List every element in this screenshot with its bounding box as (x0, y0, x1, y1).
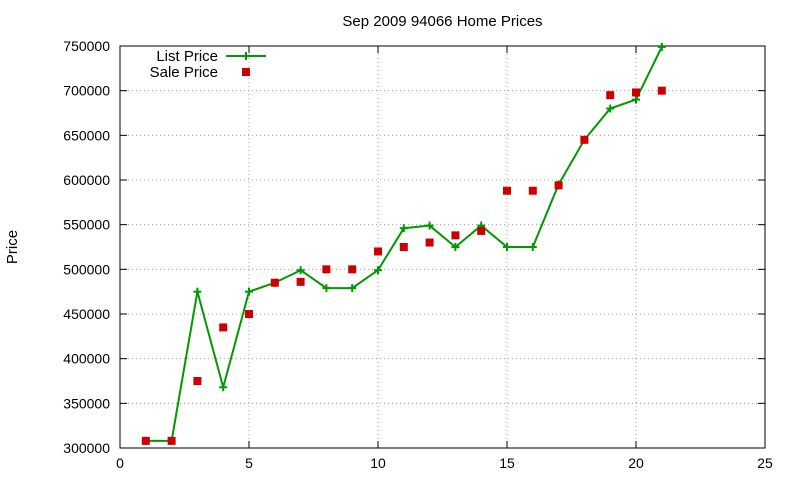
series-layer (141, 42, 666, 445)
y-tick-label: 300000 (63, 440, 110, 456)
x-tick-label: 15 (499, 455, 515, 471)
y-tick-label: 700000 (63, 83, 110, 99)
sale-price-point (554, 181, 563, 190)
sale-price-point (296, 277, 305, 286)
sale-price-point (141, 436, 150, 445)
axis-ticks: 0 5 10 15 20 25 300000 350000 400000 450000 500000… (63, 38, 773, 471)
sale-price-point (528, 186, 537, 195)
list-price-point (348, 284, 357, 293)
sale-price-point (477, 226, 486, 235)
sale-price-point (451, 231, 460, 240)
list-price-point (296, 266, 305, 275)
sale-price-point (245, 310, 253, 318)
sale-price-point (270, 278, 279, 287)
sale-price-point (632, 88, 640, 97)
y-tick-label: 500000 (63, 261, 110, 277)
sale-price-point (167, 436, 176, 445)
list-price-point (657, 42, 666, 51)
list-price-point (193, 287, 202, 296)
list-price-point (219, 383, 228, 392)
y-axis-label: Price (4, 230, 21, 264)
list-price-point (632, 95, 640, 104)
list-price-point (322, 284, 331, 293)
x-tick-label: 0 (116, 455, 124, 471)
plot-frame (119, 45, 766, 449)
list-price-point (245, 287, 253, 296)
y-tick-label: 450000 (63, 306, 110, 322)
sale-price-point (219, 323, 228, 332)
sale-price-point (348, 265, 357, 274)
sale-price-point (193, 377, 202, 385)
legend-plus-swatch (242, 52, 250, 60)
list-price-point (528, 243, 537, 251)
list-price-point (374, 266, 382, 275)
list-price-point (606, 104, 615, 113)
grid-lines (120, 46, 765, 448)
x-tick-label: 5 (245, 455, 253, 471)
list-price-point (451, 243, 460, 251)
y-tick-label: 350000 (63, 395, 110, 411)
series-sale-price (141, 86, 666, 445)
y-tick-label: 400000 (63, 351, 110, 367)
sale-price-point (374, 247, 382, 256)
y-tick-label: 750000 (63, 38, 110, 54)
list-price-point (503, 243, 511, 251)
legend-label: List Price (156, 48, 218, 65)
sale-price-point (657, 86, 666, 95)
list-price-point (425, 221, 434, 230)
legend-square-swatch (242, 68, 250, 76)
sale-price-point (399, 243, 408, 251)
list-price-point (399, 224, 408, 233)
y-tick-label: 550000 (63, 217, 110, 233)
x-tick-label: 10 (370, 455, 386, 471)
x-tick-label: 25 (757, 455, 773, 471)
sale-price-point (606, 91, 615, 100)
y-tick-label: 650000 (63, 127, 110, 143)
sale-price-point (322, 265, 331, 274)
x-tick-label: 20 (628, 455, 644, 471)
y-tick-label: 600000 (63, 172, 110, 188)
legend-label: Sale Price (150, 64, 218, 81)
sale-price-point (503, 186, 511, 195)
chart-title: Sep 2009 94066 Home Prices (342, 13, 542, 30)
sale-price-point (580, 135, 589, 144)
sale-price-point (425, 238, 434, 247)
